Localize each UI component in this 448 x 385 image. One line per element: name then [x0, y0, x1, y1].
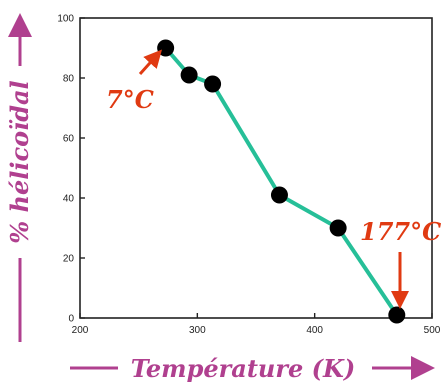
x-ticks: 200 300 400 500: [72, 313, 441, 336]
y-tick-label: 100: [57, 14, 74, 25]
x-axis-title: Température (K): [131, 354, 355, 383]
data-points: [157, 39, 406, 324]
data-point: [270, 186, 288, 204]
data-point: [157, 39, 175, 57]
y-tick-label: 20: [63, 254, 75, 265]
x-tick-label: 500: [424, 325, 441, 336]
x-tick-label: 400: [306, 325, 323, 336]
y-ticks: 0 20 40 60 80 100: [57, 14, 85, 325]
annotation-arrow-low: [138, 49, 163, 76]
data-point: [329, 219, 347, 237]
series-line: [164, 46, 399, 317]
y-axis-title: % hélicoïdal: [5, 80, 34, 243]
data-point: [204, 75, 222, 93]
x-tick-label: 200: [72, 325, 89, 336]
y-tick-label: 40: [63, 194, 75, 205]
y-tick-label: 0: [68, 314, 74, 325]
data-point: [388, 306, 406, 324]
y-tick-label: 60: [63, 134, 75, 145]
annotations: 7°C 177°C: [106, 49, 441, 309]
x-tick-label: 300: [189, 325, 206, 336]
y-axis-title-group: % hélicoïdal: [5, 13, 34, 342]
x-axis-title-group: Température (K): [70, 354, 435, 383]
y-tick-label: 80: [63, 74, 75, 85]
plot-frame: [79, 17, 433, 319]
data-point: [180, 66, 198, 84]
annotation-high-temp: 177°C: [360, 217, 441, 246]
annotation-low-temp: 7°C: [106, 85, 154, 114]
